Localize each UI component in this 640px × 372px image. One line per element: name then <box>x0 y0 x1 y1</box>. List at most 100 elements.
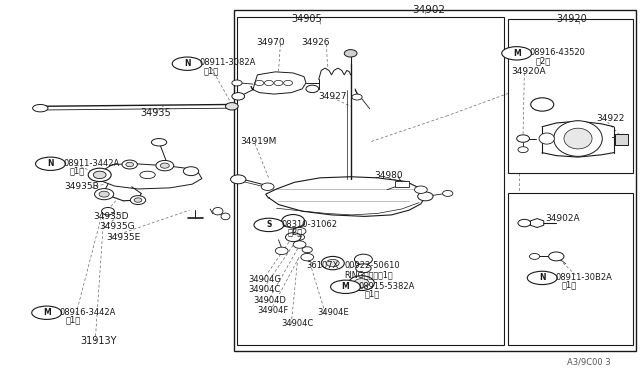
Ellipse shape <box>518 147 528 153</box>
Text: S: S <box>266 221 271 230</box>
Text: 34904G: 34904G <box>248 275 282 284</box>
Ellipse shape <box>232 93 244 100</box>
Ellipse shape <box>230 175 246 184</box>
Ellipse shape <box>529 253 540 259</box>
Text: （2）: （2） <box>288 228 303 237</box>
Ellipse shape <box>443 190 453 196</box>
Text: 34904E: 34904E <box>317 308 348 317</box>
Ellipse shape <box>102 208 115 215</box>
Text: 34904C: 34904C <box>248 285 281 294</box>
Ellipse shape <box>355 254 372 264</box>
Text: 34902: 34902 <box>413 5 445 15</box>
Text: 34935B: 34935B <box>65 182 99 191</box>
Ellipse shape <box>293 228 306 235</box>
Text: （2）: （2） <box>536 56 551 65</box>
Text: 34905: 34905 <box>291 14 322 24</box>
Ellipse shape <box>354 279 369 288</box>
Ellipse shape <box>261 183 274 190</box>
Text: 08911-3442A: 08911-3442A <box>63 158 120 167</box>
Ellipse shape <box>326 259 339 267</box>
Ellipse shape <box>548 252 564 261</box>
Ellipse shape <box>564 128 592 149</box>
Ellipse shape <box>415 186 428 193</box>
Bar <box>396 181 410 187</box>
Ellipse shape <box>282 215 305 228</box>
Text: 34904D: 34904D <box>253 296 286 305</box>
Ellipse shape <box>140 171 156 179</box>
Text: N: N <box>539 273 545 282</box>
Text: 34926: 34926 <box>301 38 330 47</box>
Text: 34927: 34927 <box>319 92 348 101</box>
Ellipse shape <box>93 171 106 179</box>
Ellipse shape <box>531 98 554 111</box>
Text: 34980: 34980 <box>374 171 403 180</box>
Text: 34922: 34922 <box>596 114 624 123</box>
Ellipse shape <box>294 221 305 227</box>
Ellipse shape <box>183 167 198 176</box>
Text: RINGリングと1〉: RINGリングと1〉 <box>344 270 393 279</box>
Ellipse shape <box>33 105 48 112</box>
Ellipse shape <box>88 168 111 182</box>
Ellipse shape <box>527 271 557 285</box>
Ellipse shape <box>301 253 314 261</box>
Ellipse shape <box>32 306 61 320</box>
Ellipse shape <box>418 192 433 201</box>
Ellipse shape <box>554 121 602 156</box>
Ellipse shape <box>225 103 238 110</box>
Ellipse shape <box>539 133 554 144</box>
Text: 08916-3442A: 08916-3442A <box>60 308 116 317</box>
Ellipse shape <box>95 189 114 200</box>
Ellipse shape <box>212 208 223 215</box>
Text: 31913Y: 31913Y <box>81 336 117 346</box>
Ellipse shape <box>134 198 142 202</box>
Ellipse shape <box>131 196 146 205</box>
Text: 08915-5382A: 08915-5382A <box>358 282 415 291</box>
Ellipse shape <box>293 241 306 248</box>
Text: M: M <box>43 308 51 317</box>
Text: 34935: 34935 <box>140 108 171 118</box>
Bar <box>508 19 633 173</box>
Ellipse shape <box>516 135 529 142</box>
Text: 34935G: 34935G <box>100 222 135 231</box>
Bar <box>237 17 504 344</box>
Text: （1）: （1） <box>66 316 81 325</box>
Text: 34970: 34970 <box>256 38 285 47</box>
Ellipse shape <box>344 49 357 57</box>
Text: （1）: （1） <box>561 281 577 290</box>
Ellipse shape <box>156 160 173 171</box>
Text: M: M <box>513 49 520 58</box>
Ellipse shape <box>331 280 360 294</box>
Ellipse shape <box>232 80 242 86</box>
Text: A3/9C00 3: A3/9C00 3 <box>567 357 611 366</box>
Ellipse shape <box>126 162 134 167</box>
Ellipse shape <box>152 138 167 146</box>
Text: 00922-50610: 00922-50610 <box>344 261 400 270</box>
Text: 34935E: 34935E <box>106 232 140 242</box>
Ellipse shape <box>352 94 362 100</box>
Text: N: N <box>184 59 191 68</box>
Bar <box>234 10 636 351</box>
Text: 34920: 34920 <box>556 14 587 24</box>
Ellipse shape <box>275 247 288 254</box>
Ellipse shape <box>349 276 374 291</box>
Ellipse shape <box>161 163 170 168</box>
Text: 34919M: 34919M <box>240 137 276 146</box>
Ellipse shape <box>221 213 230 220</box>
Text: M: M <box>342 282 349 291</box>
Text: 34935D: 34935D <box>93 212 129 221</box>
Text: 34920A: 34920A <box>511 67 546 76</box>
Text: （1）: （1） <box>70 167 85 176</box>
Bar <box>508 193 633 344</box>
Text: 34902A: 34902A <box>545 214 579 223</box>
Ellipse shape <box>36 157 65 170</box>
Text: 08310-31062: 08310-31062 <box>282 220 338 229</box>
Bar <box>615 134 628 145</box>
Text: （1）: （1） <box>204 67 219 76</box>
Text: 36107X: 36107X <box>306 261 339 270</box>
Text: N: N <box>47 159 54 168</box>
Text: 08916-43520: 08916-43520 <box>529 48 586 57</box>
Ellipse shape <box>518 219 531 227</box>
Ellipse shape <box>99 191 109 197</box>
Text: 34904F: 34904F <box>257 306 289 315</box>
Ellipse shape <box>122 160 138 169</box>
